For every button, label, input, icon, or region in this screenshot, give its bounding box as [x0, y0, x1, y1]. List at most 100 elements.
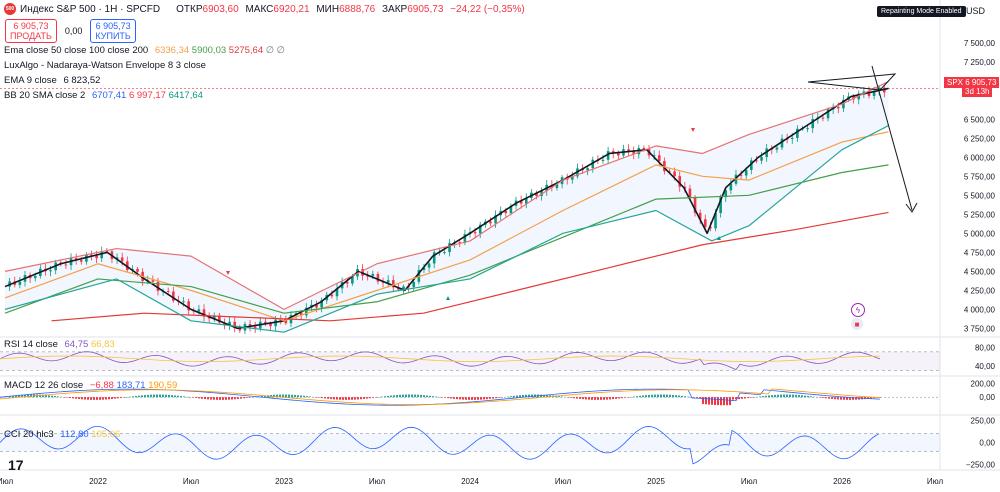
candle-body — [780, 138, 784, 148]
macd-histogram-bar — [456, 397, 458, 400]
legend-ema-50-100-200[interactable]: Ema close 50 close 100 close 200 6336,34… — [4, 45, 285, 56]
candle-body — [79, 260, 83, 262]
macd-histogram-bar — [207, 397, 209, 400]
candle-body — [719, 197, 722, 214]
us-flag-icon[interactable]: ■ — [851, 318, 863, 330]
macd-histogram-bar — [339, 397, 341, 400]
macd-histogram-bar — [453, 397, 455, 399]
legend-nadaraya-watson[interactable]: LuxAlgo - Nadaraya-Watson Envelope 8 3 c… — [4, 60, 206, 71]
subpanel-axis-tick: 40,00 — [975, 362, 996, 371]
candle-body — [673, 171, 676, 177]
macd-histogram-bar — [399, 394, 401, 398]
macd-histogram-bar — [93, 397, 95, 400]
macd-histogram-bar — [555, 395, 557, 398]
flash-icon[interactable]: ϟ — [851, 303, 865, 317]
candle-body — [218, 315, 221, 323]
buy-button[interactable]: 6 905,73 КУПИТЬ — [90, 19, 136, 43]
macd-histogram-bar — [714, 397, 716, 406]
currency-label[interactable]: USD — [966, 6, 986, 16]
macd-histogram-bar — [672, 394, 674, 398]
candle-body — [264, 321, 267, 324]
macd-histogram-bar — [810, 396, 812, 398]
macd-histogram-bar — [657, 394, 659, 398]
macd-histogram-bar — [612, 397, 614, 400]
legend-cci[interactable]: CCI 20 hlc3 112,80 105,06 — [4, 429, 121, 440]
candle-body — [351, 276, 354, 284]
candle-body — [606, 151, 610, 160]
macd-histogram-bar — [756, 396, 758, 398]
macd-histogram-bar — [327, 397, 329, 399]
macd-histogram-bar — [624, 397, 626, 398]
macd-histogram-bar — [744, 397, 746, 399]
macd-histogram-bar — [504, 397, 506, 398]
legend-bollinger-bands[interactable]: BB 20 SMA close 2 6707,41 6 997,17 6417,… — [4, 90, 203, 101]
macd-histogram-bar — [216, 397, 218, 400]
macd-histogram-bar — [273, 394, 275, 398]
candle-body — [120, 257, 124, 262]
macd-histogram-bar — [609, 397, 611, 400]
macd-histogram-bar — [81, 397, 83, 400]
macd-histogram-bar — [390, 395, 392, 398]
legend-rsi[interactable]: RSI 14 close 64,75 66,83 — [4, 339, 115, 350]
macd-histogram-bar — [546, 394, 548, 398]
candle-body — [821, 117, 825, 119]
time-axis-tick: 2023 — [275, 477, 293, 486]
macd-histogram-bar — [324, 397, 326, 399]
macd-histogram-bar — [129, 396, 131, 398]
candle-body — [345, 281, 349, 284]
macd-histogram-bar — [69, 397, 71, 398]
candle-body — [729, 183, 733, 191]
macd-histogram-bar — [429, 395, 431, 398]
macd-histogram-bar — [108, 397, 110, 400]
macd-histogram-bar — [573, 397, 575, 399]
macd-histogram-bar — [762, 396, 764, 398]
macd-histogram-bar — [240, 397, 242, 399]
macd-histogram-bar — [312, 396, 314, 398]
candle-body — [366, 275, 369, 277]
macd-histogram-bar — [228, 397, 230, 400]
macd-histogram-bar — [507, 396, 509, 398]
macd-histogram-bar — [321, 397, 323, 399]
macd-histogram-bar — [687, 396, 689, 398]
macd-histogram-bar — [543, 394, 545, 398]
macd-histogram-bar — [618, 397, 620, 399]
candle-body — [432, 252, 436, 264]
legend-macd[interactable]: MACD 12 26 close −6,88 183,71 190,59 — [4, 380, 178, 391]
macd-histogram-bar — [498, 397, 500, 398]
macd-histogram-bar — [120, 397, 122, 398]
macd-histogram-bar — [84, 397, 86, 400]
macd-histogram-bar — [489, 397, 491, 399]
macd-histogram-bar — [285, 394, 287, 398]
macd-histogram-bar — [816, 397, 818, 398]
macd-histogram-bar — [387, 395, 389, 398]
series-line-bb-upper — [4, 80, 889, 310]
candle-body — [166, 290, 170, 292]
time-axis-tick: 2024 — [461, 477, 479, 486]
time-axis-tick: Июл — [0, 477, 13, 486]
sell-button[interactable]: 6 905,73 ПРОДАТЬ — [5, 19, 57, 43]
candle-body — [755, 160, 758, 162]
candle-body — [95, 255, 98, 259]
tradingview-logo-icon[interactable]: 17 — [8, 457, 24, 473]
time-axis-tick: 2026 — [833, 477, 851, 486]
macd-histogram-bar — [675, 395, 677, 398]
macd-histogram-bar — [501, 397, 503, 398]
candle-body — [657, 155, 661, 162]
macd-histogram-bar — [720, 397, 722, 406]
candle-body — [330, 294, 334, 297]
macd-histogram-bar — [225, 397, 227, 400]
macd-histogram-bar — [177, 395, 179, 398]
macd-histogram-bar — [513, 395, 515, 398]
macd-histogram-bar — [402, 394, 404, 398]
macd-histogram-bar — [471, 397, 473, 400]
macd-histogram-bar — [768, 395, 770, 398]
legend-ema-9[interactable]: EMA 9 close 6 823,52 — [4, 75, 101, 86]
symbol-title[interactable]: Индекс S&P 500 · 1H · SPCFD — [20, 3, 161, 15]
macd-histogram-bar — [96, 397, 98, 400]
macd-histogram-bar — [522, 394, 524, 398]
candle-body — [688, 188, 692, 198]
macd-histogram-bar — [669, 394, 671, 398]
macd-histogram-bar — [759, 396, 761, 398]
candle-body — [463, 234, 467, 243]
